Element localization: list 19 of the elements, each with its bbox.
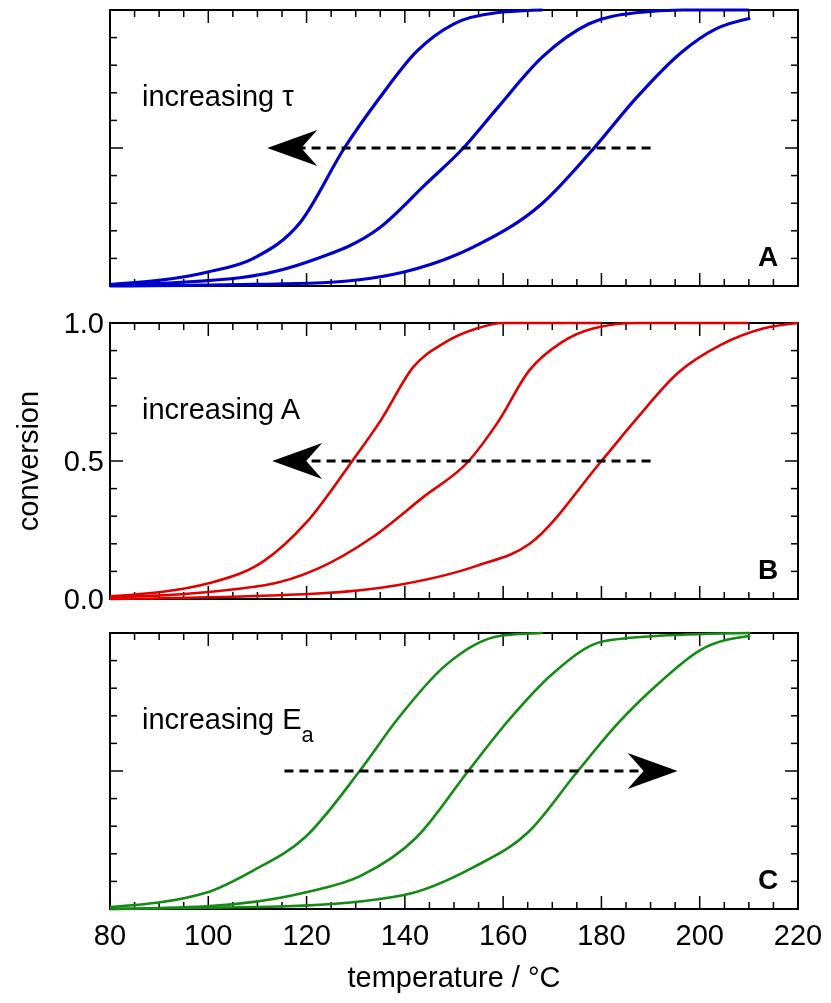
y-tick-label: 0.5 (63, 445, 104, 477)
x-tick-label: 160 (478, 919, 528, 951)
y-tick-label: 1.0 (63, 307, 104, 339)
x-axis-title: temperature / °C (347, 961, 561, 993)
x-tick-label: 220 (773, 919, 823, 951)
x-tick-label: 100 (184, 919, 233, 951)
x-tick-label: 80 (93, 919, 127, 951)
y-tick-label: 0.0 (63, 583, 104, 615)
x-tick-label: 140 (380, 919, 430, 951)
annotation: increasing E$_{a}$ (142, 703, 315, 747)
annotation: C (757, 864, 779, 895)
annotation: increasing A (142, 393, 301, 425)
x-tick-label: 200 (675, 919, 724, 951)
y-axis-title: conversion (12, 390, 44, 532)
annotation: A (757, 241, 779, 272)
x-tick-label: 180 (577, 919, 626, 951)
annotation: increasing τ (142, 80, 295, 112)
x-tick-label: 120 (282, 919, 331, 951)
annotation: B (757, 554, 779, 585)
